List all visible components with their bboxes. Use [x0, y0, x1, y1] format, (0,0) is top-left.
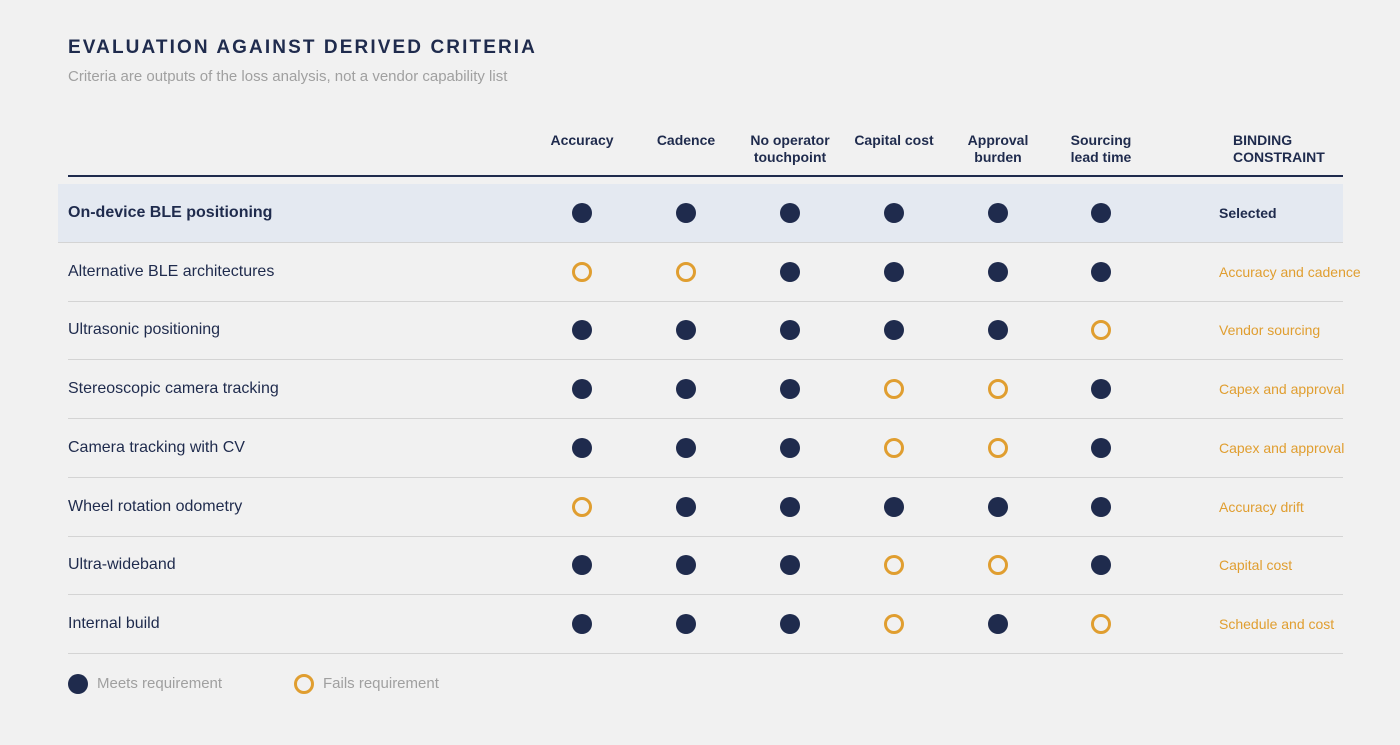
- binding-constraint: Schedule and cost: [1219, 615, 1335, 632]
- binding-constraint: Selected: [1219, 205, 1277, 221]
- meets-dot-icon: [572, 320, 592, 341]
- meets-dot-icon: [676, 437, 696, 458]
- column-header-no-operator-touchpoint: No operator touchpoint: [750, 132, 830, 165]
- meets-dot-icon: [780, 203, 800, 223]
- meets-dot-icon: [1091, 437, 1111, 458]
- meets-dot-icon: [884, 261, 904, 282]
- column-header-capital-cost: Capital cost: [854, 132, 934, 148]
- row-label: Alternative BLE architectures: [68, 262, 275, 280]
- fails-ring-icon: [884, 555, 904, 576]
- meets-dot-icon: [780, 261, 800, 282]
- table-row: Internal build Schedule and cost: [68, 595, 1343, 654]
- meets-dot-icon: [676, 555, 696, 576]
- meets-dot-icon: [676, 496, 696, 517]
- meets-dot-icon: [988, 261, 1008, 282]
- meets-dot-icon: [572, 555, 592, 576]
- meets-dot-icon: [884, 320, 904, 341]
- meets-dot-icon: [676, 613, 696, 634]
- meets-dot-icon: [780, 613, 800, 634]
- fails-ring-icon: [884, 379, 904, 400]
- column-header-sourcing-lead-time: Sourcing lead time: [1070, 132, 1132, 165]
- meets-dot-icon: [572, 613, 592, 634]
- meets-dot-icon: [780, 379, 800, 400]
- binding-constraint: Capex and approval: [1219, 439, 1345, 456]
- binding-constraint: Accuracy and cadence: [1219, 263, 1361, 280]
- column-header-accuracy: Accuracy: [550, 132, 614, 148]
- table-row: Stereoscopic camera tracking Capex and ap…: [68, 360, 1345, 420]
- column-header-binding-constraint: BINDING CONSTRAINT: [1233, 132, 1325, 165]
- page-title: EVALUATION AGAINST DERIVED CRITERIA: [68, 37, 537, 58]
- row-label: Stereoscopic camera tracking: [68, 380, 279, 398]
- table-row: Ultra-wideband Capital cost: [68, 536, 1343, 596]
- fails-ring-icon: [884, 437, 904, 458]
- hollow-circle-icon: [294, 674, 314, 694]
- fails-ring-icon: [1091, 613, 1111, 634]
- fails-ring-icon: [988, 379, 1008, 400]
- meets-dot-icon: [676, 379, 696, 400]
- meets-dot-icon: [676, 203, 696, 223]
- binding-constraint: Capital cost: [1219, 557, 1293, 574]
- table-row: Wheel rotation odometry Accuracy drift: [68, 478, 1343, 537]
- meets-dot-icon: [780, 437, 800, 458]
- table-row-selected: On-device BLE positioning Selected: [58, 184, 1343, 243]
- meets-dot-icon: [1091, 379, 1111, 400]
- meets-dot-icon: [1091, 496, 1111, 517]
- fails-ring-icon: [988, 437, 1008, 458]
- binding-constraint: Vendor sourcing: [1219, 322, 1321, 339]
- fails-ring-icon: [988, 555, 1008, 576]
- fails-ring-icon: [884, 613, 904, 634]
- fails-ring-icon: [572, 261, 592, 282]
- meets-dot-icon: [780, 496, 800, 517]
- fails-ring-icon: [572, 496, 592, 517]
- meets-dot-icon: [780, 320, 800, 341]
- meets-dot-icon: [572, 379, 592, 400]
- header-divider: [68, 175, 1343, 177]
- legend-fails-label: Fails requirement: [323, 675, 439, 692]
- fails-ring-icon: [676, 261, 696, 282]
- meets-dot-icon: [780, 555, 800, 576]
- row-label: Internal build: [68, 614, 160, 632]
- table-row: Camera tracking with CV Capex and approva…: [68, 419, 1345, 478]
- column-header-cadence: Cadence: [656, 132, 716, 148]
- meets-dot-icon: [1091, 555, 1111, 576]
- meets-dot-icon: [572, 203, 592, 223]
- meets-dot-icon: [676, 320, 696, 341]
- meets-dot-icon: [884, 203, 904, 223]
- row-label: Wheel rotation odometry: [68, 497, 243, 515]
- meets-dot-icon: [988, 320, 1008, 341]
- meets-dot-icon: [1091, 261, 1111, 282]
- fails-ring-icon: [1091, 320, 1111, 341]
- meets-dot-icon: [988, 613, 1008, 634]
- meets-dot-icon: [884, 496, 904, 517]
- column-header-approval-burden: Approval burden: [967, 132, 1029, 165]
- binding-constraint: Capex and approval: [1219, 381, 1345, 398]
- meets-dot-icon: [572, 437, 592, 458]
- row-label: Camera tracking with CV: [68, 438, 245, 456]
- meets-dot-icon: [988, 496, 1008, 517]
- meets-dot-icon: [988, 203, 1008, 223]
- binding-constraint: Accuracy drift: [1219, 498, 1304, 515]
- row-label: On-device BLE positioning: [68, 204, 273, 221]
- row-label: Ultra-wideband: [68, 556, 176, 574]
- table-row: Alternative BLE architectures Accuracy an…: [68, 243, 1361, 302]
- filled-circle-icon: [68, 674, 88, 694]
- legend-meets-label: Meets requirement: [97, 675, 223, 692]
- table-row: Ultrasonic positioning Vendor sourcing: [68, 301, 1343, 361]
- page-subtitle: Criteria are outputs of the loss analysi…: [68, 68, 508, 85]
- meets-dot-icon: [1091, 203, 1111, 223]
- row-label: Ultrasonic positioning: [68, 321, 221, 339]
